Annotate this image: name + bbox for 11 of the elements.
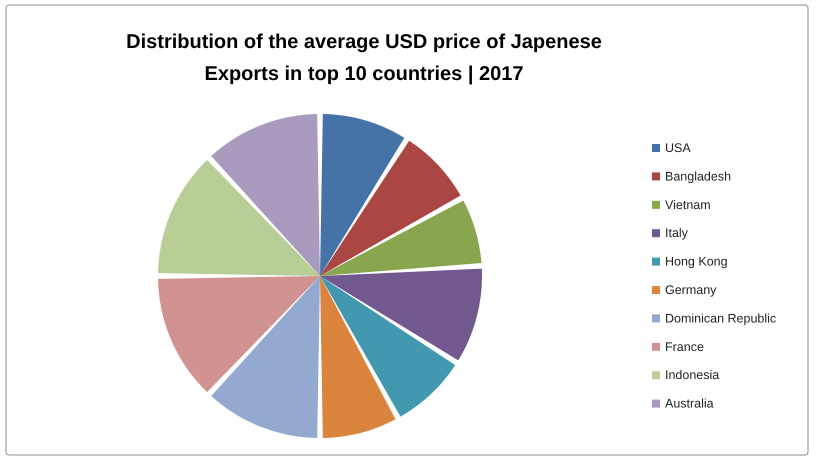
legend-label: Italy (665, 226, 689, 240)
legend-label: France (665, 340, 704, 354)
chart-title: Distribution of the average USD price of Japenese Exports in top 10 countries | 2017 (126, 31, 602, 85)
legend-label: Hong Kong (665, 254, 728, 269)
legend-label: Australia (665, 396, 714, 411)
legend-label: Vietnam (665, 198, 711, 212)
legend-label: USA (665, 141, 692, 155)
legend-label: Germany (665, 283, 718, 297)
legend-label: Bangladesh (665, 169, 732, 184)
legend-label: Dominican Republic (665, 311, 776, 326)
legend-label: Indonesia (665, 368, 720, 382)
